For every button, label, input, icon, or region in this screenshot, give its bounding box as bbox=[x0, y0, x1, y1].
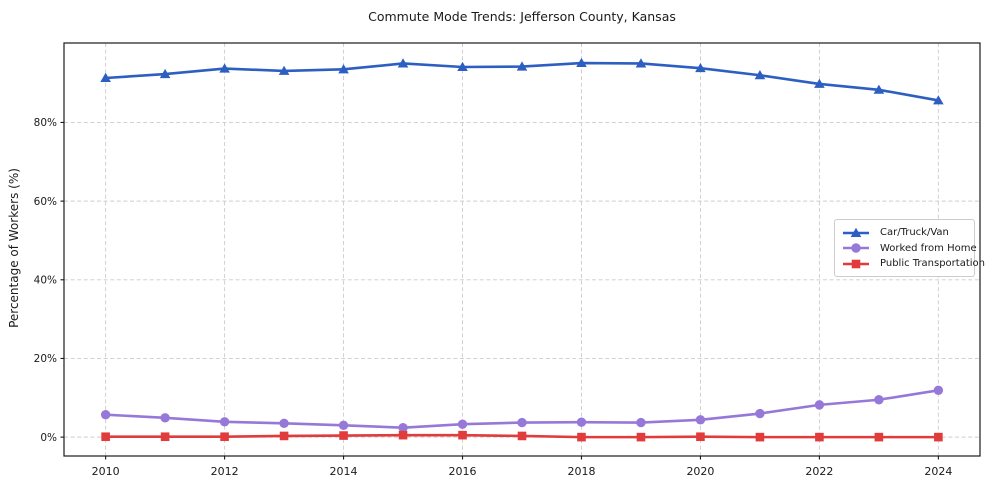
legend-label-public-transportation: Public Transportation bbox=[880, 258, 985, 269]
series-marker-car-truck-van bbox=[397, 58, 409, 68]
series-marker-car-truck-van bbox=[159, 68, 171, 79]
series-marker-public-transportation bbox=[339, 431, 348, 440]
x-tick-label: 2010 bbox=[92, 465, 120, 478]
y-tick-label: 80% bbox=[34, 117, 57, 129]
legend: Car/Truck/Van Worked from Home Public Tr… bbox=[834, 219, 985, 277]
legend-swatch-public-transportation bbox=[843, 259, 869, 268]
series-marker-public-transportation bbox=[398, 430, 408, 440]
legend-marker-worked-from-home bbox=[851, 243, 861, 253]
series-marker-car-truck-van bbox=[814, 78, 825, 88]
series-marker-car-truck-van bbox=[219, 63, 230, 73]
series-marker-public-transportation bbox=[874, 432, 884, 442]
series-marker-worked-from-home bbox=[755, 408, 765, 419]
legend-swatch-worked-from-home bbox=[843, 243, 869, 253]
y-tick-label: 40% bbox=[34, 274, 57, 286]
series-marker-car-truck-van bbox=[933, 95, 944, 105]
legend-item-car-truck-van: Car/Truck/Van bbox=[841, 227, 970, 239]
series-marker-car-truck-van bbox=[100, 72, 111, 83]
series-marker-worked-from-home bbox=[100, 410, 111, 420]
legend-label-car-truck-van: Car/Truck/Van bbox=[880, 227, 949, 238]
y-tick-label: 0% bbox=[40, 432, 57, 444]
series-marker-public-transportation bbox=[458, 430, 467, 440]
series-marker-public-transportation bbox=[815, 432, 824, 442]
series-marker-car-truck-van bbox=[278, 65, 290, 75]
series-marker-worked-from-home bbox=[814, 400, 825, 410]
y-tick-label: 20% bbox=[34, 353, 57, 365]
x-tick-label: 2016 bbox=[449, 465, 477, 478]
series-marker-worked-from-home bbox=[457, 419, 468, 429]
series-marker-worked-from-home bbox=[338, 420, 349, 431]
series-marker-public-transportation bbox=[577, 432, 586, 442]
y-tick-label: 60% bbox=[34, 196, 57, 208]
series-marker-car-truck-van bbox=[754, 70, 766, 80]
series-marker-car-truck-van bbox=[695, 62, 706, 73]
series-marker-worked-from-home bbox=[695, 415, 706, 425]
series-marker-public-transportation bbox=[101, 432, 110, 442]
legend-item-worked-from-home: Worked from Home bbox=[841, 242, 977, 254]
series-marker-public-transportation bbox=[220, 432, 229, 442]
x-tick-label: 2018 bbox=[567, 465, 595, 478]
series-marker-worked-from-home bbox=[517, 417, 527, 428]
series-marker-public-transportation bbox=[696, 432, 705, 442]
legend-marker-public-transportation bbox=[851, 259, 861, 268]
legend-swatch-car-truck-van bbox=[843, 227, 869, 237]
series-marker-public-transportation bbox=[160, 432, 170, 442]
series-marker-worked-from-home bbox=[279, 418, 289, 429]
x-tick-label: 2024 bbox=[924, 465, 952, 478]
series-marker-worked-from-home bbox=[874, 395, 884, 405]
chart-title: Commute Mode Trends: Jefferson County, K… bbox=[368, 9, 676, 24]
series-marker-public-transportation bbox=[517, 431, 527, 441]
series-marker-public-transportation bbox=[755, 432, 765, 442]
axes-frame bbox=[63, 42, 981, 457]
series-marker-worked-from-home bbox=[576, 417, 587, 427]
series-marker-car-truck-van bbox=[516, 61, 528, 71]
x-tick-label: 2014 bbox=[330, 465, 358, 478]
series-marker-public-transportation bbox=[279, 431, 289, 441]
series-marker-car-truck-van bbox=[635, 58, 647, 68]
series-marker-car-truck-van bbox=[576, 57, 587, 68]
series-marker-worked-from-home bbox=[398, 422, 408, 433]
series-marker-car-truck-van bbox=[457, 61, 468, 71]
series-marker-public-transportation bbox=[636, 432, 646, 442]
x-tick-label: 2020 bbox=[686, 465, 714, 478]
legend-item-public-transportation: Public Transportation bbox=[841, 258, 985, 270]
series-marker-worked-from-home bbox=[219, 417, 230, 427]
series-marker-worked-from-home bbox=[636, 417, 646, 428]
legend-label-worked-from-home: Worked from Home bbox=[880, 242, 977, 254]
x-tick-label: 2012 bbox=[211, 465, 239, 478]
series-marker-car-truck-van bbox=[338, 64, 349, 74]
series-marker-car-truck-van bbox=[873, 84, 885, 94]
legend-marker-car-truck-van bbox=[850, 227, 862, 237]
series-marker-worked-from-home bbox=[160, 413, 170, 423]
series-marker-public-transportation bbox=[934, 432, 943, 442]
series-marker-worked-from-home bbox=[933, 385, 944, 396]
x-tick-label: 2022 bbox=[805, 465, 833, 478]
